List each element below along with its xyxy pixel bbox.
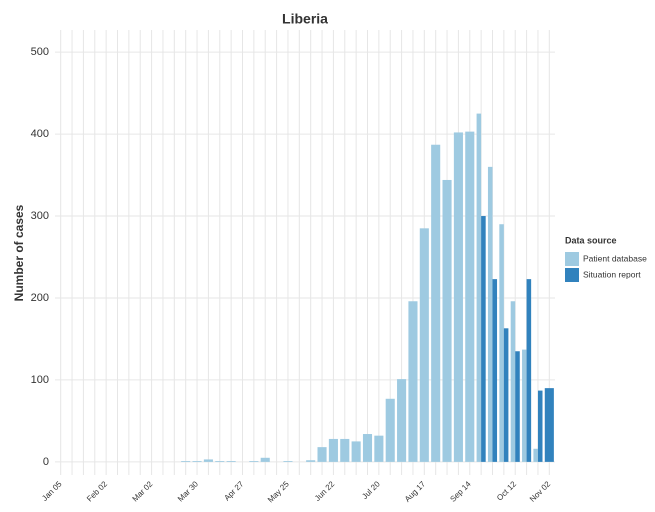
bar: [192, 461, 202, 462]
bar: [306, 460, 316, 462]
x-tick-label: May 25: [266, 479, 291, 504]
bar: [374, 435, 384, 462]
x-tick-label: Feb 02: [85, 479, 109, 503]
bar: [203, 459, 213, 462]
bar: [544, 388, 554, 462]
y-tick-label: 400: [31, 128, 49, 140]
legend-swatch: [565, 268, 579, 282]
bar: [260, 457, 270, 462]
bar: [487, 166, 493, 462]
chart-title: Liberia: [282, 11, 328, 27]
bar: [533, 448, 538, 462]
bar: [181, 461, 191, 462]
bar: [328, 438, 338, 462]
bar: [351, 441, 361, 462]
bar: [419, 228, 429, 462]
x-tick-label: Nov 02: [528, 479, 553, 504]
bar: [340, 438, 350, 462]
y-tick-label: 500: [31, 46, 49, 58]
bar: [385, 398, 395, 462]
bar: [362, 434, 373, 462]
bar: [408, 301, 418, 462]
bar: [481, 216, 486, 462]
bar: [526, 279, 532, 462]
x-tick-label: Jan 05: [40, 479, 64, 503]
y-tick-label: 0: [43, 456, 49, 468]
x-tick-label: Oct 12: [495, 479, 518, 502]
bar: [510, 301, 516, 462]
bar: [476, 113, 482, 462]
legend-swatch: [565, 252, 579, 266]
bar: [503, 328, 509, 462]
bar: [492, 279, 498, 462]
x-tick-label: Apr 27: [222, 479, 245, 502]
bar: [499, 224, 504, 462]
bar: [442, 179, 452, 462]
x-tick-label: Aug 17: [403, 479, 428, 504]
bar: [431, 144, 441, 462]
x-tick-label: Mar 02: [131, 479, 155, 503]
bar: [522, 349, 527, 462]
y-tick-label: 100: [31, 374, 49, 386]
bar: [317, 447, 327, 462]
legend-title: Data source: [565, 235, 617, 245]
bar: [283, 461, 293, 462]
bar: [215, 461, 225, 462]
bar: [537, 390, 543, 462]
x-tick-label: Mar 30: [176, 479, 200, 503]
bar: [397, 379, 407, 462]
bar: [515, 351, 520, 462]
y-tick-label: 300: [31, 210, 49, 222]
x-tick-label: Sep 14: [448, 479, 473, 504]
bar: [226, 461, 236, 462]
y-axis-label: Number of cases: [12, 204, 26, 301]
x-tick-label: Jul 20: [360, 479, 382, 501]
y-tick-label: 200: [31, 292, 49, 304]
bar: [465, 131, 475, 462]
bar: [453, 132, 463, 462]
legend-label: Patient database: [583, 253, 647, 263]
bar: [249, 461, 259, 462]
x-tick-label: Jun 22: [313, 479, 337, 503]
legend-label: Situation report: [583, 269, 641, 279]
